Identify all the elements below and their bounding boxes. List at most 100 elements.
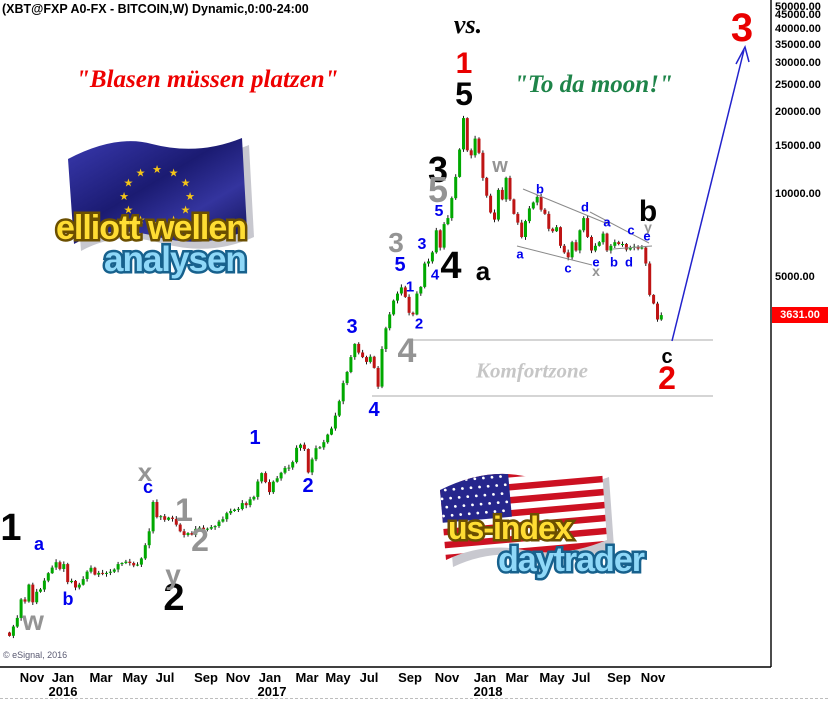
x-axis-month: Nov (19, 670, 45, 685)
candle (586, 215, 590, 238)
us-flag-star-icon (456, 478, 460, 482)
candle (159, 515, 163, 520)
candle (236, 507, 240, 512)
us-flag-star-icon (440, 480, 442, 484)
candle (337, 399, 341, 417)
candle (551, 227, 555, 233)
candle (535, 194, 539, 206)
wave-label-y: y (644, 219, 652, 235)
candle (89, 565, 93, 574)
candle (221, 516, 225, 523)
wave-label-w: w (22, 605, 44, 636)
candle (524, 219, 527, 240)
candle (531, 201, 535, 210)
wedge-trendline (516, 245, 593, 266)
candle (186, 532, 190, 537)
candle (116, 561, 120, 573)
x-axis-month: May (325, 670, 351, 685)
candle (256, 479, 260, 500)
candle (112, 568, 116, 573)
candle (19, 598, 23, 621)
candle (562, 244, 566, 254)
wave-label-1: 1 (455, 47, 473, 80)
candle (516, 212, 520, 225)
candle (62, 561, 66, 572)
candle (477, 137, 481, 155)
bottom-dashed-divider (0, 698, 828, 699)
candle (512, 198, 516, 215)
candle (357, 342, 361, 355)
us-flag-stripe (440, 525, 607, 551)
wave-label-4: 4 (368, 399, 380, 421)
wave-label-1: 1 (0, 507, 22, 549)
candle (194, 526, 198, 538)
us-flag-star-icon (457, 496, 461, 499)
candle (593, 243, 597, 253)
wave-label-w: w (492, 155, 508, 177)
candle (419, 286, 423, 296)
candle (648, 261, 652, 297)
candle (636, 245, 640, 251)
eu-star-icon: ★ (185, 191, 195, 203)
candle (93, 566, 97, 576)
candle (108, 569, 112, 576)
us-flag-star-icon (449, 496, 453, 500)
x-axis-month: Jul (571, 670, 591, 685)
x-axis-month: Nov (225, 670, 251, 685)
candle (465, 117, 469, 152)
candle (287, 464, 291, 471)
projection-arrowhead-icon (735, 44, 750, 65)
y-axis-tick: 30000.00 (775, 57, 821, 70)
candle (271, 480, 275, 494)
candle (167, 516, 171, 521)
candle (527, 206, 531, 224)
wave-label-c: c (661, 346, 673, 368)
us-flag-star-icon (495, 484, 499, 487)
candle (124, 559, 128, 565)
wave-label-2: 2 (302, 475, 314, 497)
candle (372, 355, 376, 369)
candle (81, 576, 85, 586)
us-flag-star-icon (466, 495, 470, 499)
wave-label-y: y (165, 559, 181, 590)
us-flag-star-icon (486, 484, 490, 488)
eu-star-icon: ★ (119, 191, 129, 203)
candle (190, 531, 194, 536)
candle (229, 508, 233, 515)
candle (427, 258, 430, 267)
candle (97, 570, 101, 577)
wave-label-3: 3 (417, 236, 427, 253)
us-flag-star-icon (469, 486, 473, 490)
candle (151, 500, 155, 534)
candle (415, 291, 419, 316)
us-logo-line2: daytrader (498, 541, 645, 579)
us-flag-star-icon (493, 510, 497, 513)
candle (574, 239, 578, 252)
candle (500, 187, 504, 201)
candle (205, 527, 209, 532)
candle (508, 175, 512, 201)
candle (489, 193, 493, 214)
us-flag-star-icon (461, 487, 464, 490)
y-axis-tick: 40000.00 (775, 23, 821, 36)
candle (136, 562, 139, 567)
us-flag-star-icon (445, 505, 449, 509)
wave-label-1: 1 (175, 492, 193, 528)
candle (209, 525, 213, 530)
y-axis-tick: 15000.00 (775, 139, 821, 152)
x-axis-month: Mar (89, 670, 113, 685)
candle (74, 580, 77, 591)
us-flag-star-icon (459, 513, 463, 516)
candle (233, 508, 236, 512)
candle (85, 570, 89, 582)
x-axis-month: Nov (434, 670, 460, 685)
candle (376, 366, 380, 389)
candle (299, 443, 302, 451)
wave-label-4: 4 (430, 266, 440, 284)
eu-star-icon: ★ (169, 168, 179, 180)
x-axis-month: Jul (155, 670, 175, 685)
y-axis-tick: 35000.00 (775, 38, 821, 51)
projection-arrow (671, 49, 745, 342)
wedge-trendline (589, 211, 650, 244)
